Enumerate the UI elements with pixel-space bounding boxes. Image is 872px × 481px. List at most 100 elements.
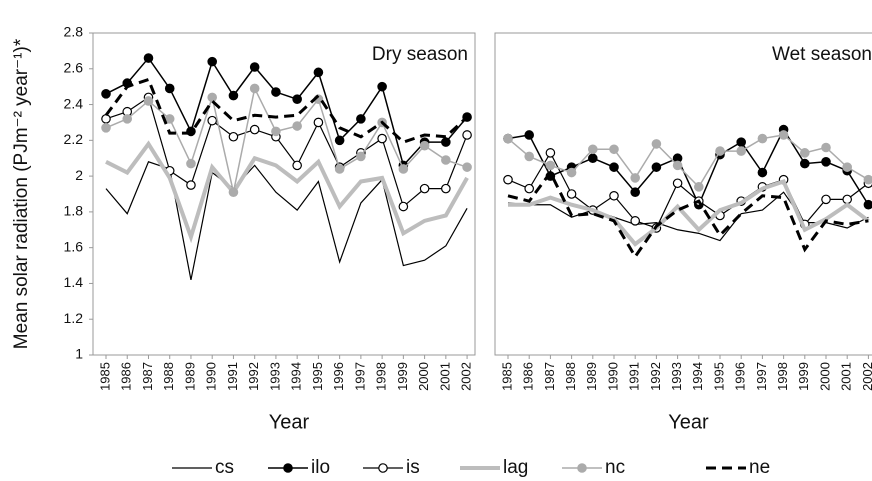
series-line xyxy=(507,169,869,260)
series-line xyxy=(105,96,468,208)
legend-label: ilo xyxy=(311,457,330,478)
point-marker xyxy=(778,130,789,140)
point-marker xyxy=(821,194,831,205)
panel-title: Dry season xyxy=(372,44,468,65)
point-marker xyxy=(398,164,409,174)
x-tick-label: 1990 xyxy=(605,362,620,391)
point-marker xyxy=(101,114,111,124)
point-marker xyxy=(228,131,239,142)
point-marker xyxy=(101,123,111,133)
point-marker xyxy=(757,167,768,178)
point-marker xyxy=(164,83,175,94)
point-marker xyxy=(757,133,768,144)
point-marker xyxy=(630,216,640,226)
series-line xyxy=(507,151,869,229)
point-marker xyxy=(524,130,534,140)
x-tick-label: 1998 xyxy=(775,362,790,391)
y-tick-label: 1 xyxy=(75,346,83,362)
point-marker xyxy=(207,115,217,126)
series-line xyxy=(508,178,870,247)
point-marker xyxy=(228,90,239,101)
x-axis-label: Year xyxy=(269,411,310,433)
point-marker xyxy=(672,160,683,171)
legend-marker xyxy=(577,463,587,473)
plot-frame xyxy=(92,32,476,356)
point-marker xyxy=(271,126,281,137)
point-marker xyxy=(377,133,387,144)
series-line xyxy=(507,134,869,189)
x-tick-label: 1996 xyxy=(733,362,748,391)
point-marker xyxy=(715,146,725,156)
point-marker xyxy=(693,182,704,192)
x-tick-label: 2001 xyxy=(839,362,854,391)
x-axis-label: Year xyxy=(668,411,709,433)
point-marker xyxy=(334,135,345,146)
x-tick-label: 1990 xyxy=(204,362,219,391)
legend-label: cs xyxy=(215,457,234,478)
point-marker xyxy=(799,148,810,158)
x-tick-label: 2000 xyxy=(817,362,832,391)
point-marker xyxy=(334,164,345,174)
point-marker xyxy=(271,87,281,97)
x-tick-label: 1993 xyxy=(267,362,282,391)
point-marker xyxy=(651,162,662,172)
y-tick-label: 2.6 xyxy=(64,59,84,75)
point-marker xyxy=(186,180,196,190)
point-marker xyxy=(462,162,472,172)
x-tick-label: 1985 xyxy=(499,362,514,391)
x-tick-label: 2002 xyxy=(459,362,474,391)
x-tick-label: 1989 xyxy=(584,362,599,391)
point-marker xyxy=(313,67,324,78)
point-marker xyxy=(863,199,872,210)
legend-marker xyxy=(283,463,293,473)
point-marker xyxy=(207,56,217,67)
x-tick-label: 1994 xyxy=(289,362,304,391)
point-marker xyxy=(821,157,831,167)
point-marker xyxy=(736,137,746,147)
point-marker xyxy=(799,158,810,169)
point-marker xyxy=(101,89,111,99)
y-tick-label: 1.6 xyxy=(64,238,84,254)
x-tick-label: 1996 xyxy=(331,362,346,391)
x-tick-label: 1997 xyxy=(352,362,367,391)
point-marker xyxy=(651,139,662,149)
point-marker xyxy=(503,174,513,185)
point-marker xyxy=(736,146,746,156)
point-marker xyxy=(207,92,217,103)
point-marker xyxy=(503,133,513,144)
point-marker xyxy=(356,114,366,124)
x-tick-label: 1995 xyxy=(310,362,325,391)
point-marker xyxy=(587,153,598,164)
plot-frame xyxy=(494,32,872,356)
legend-label: is xyxy=(406,457,420,478)
series-line xyxy=(105,56,468,167)
point-marker xyxy=(863,174,872,185)
y-tick-label: 1.4 xyxy=(64,274,84,290)
x-tick-label: 1997 xyxy=(754,362,769,391)
x-tick-label: 1989 xyxy=(182,362,197,391)
x-tick-label: 1986 xyxy=(119,362,134,391)
x-tick-label: 1985 xyxy=(97,362,112,391)
x-tick-label: 1988 xyxy=(161,362,176,391)
y-tick-label: 2.2 xyxy=(64,131,84,147)
y-tick-label: 1.2 xyxy=(64,310,84,326)
point-marker xyxy=(441,183,451,194)
x-tick-label: 2001 xyxy=(437,362,452,391)
series-line xyxy=(105,161,468,280)
legend-label: lag xyxy=(503,457,528,478)
x-tick-label: 1988 xyxy=(563,362,578,391)
point-marker xyxy=(821,142,831,153)
point-marker xyxy=(186,158,196,169)
point-marker xyxy=(292,160,302,171)
x-tick-label: 1994 xyxy=(690,362,705,391)
x-tick-label: 1999 xyxy=(395,362,410,391)
x-tick-label: 1992 xyxy=(648,362,663,391)
point-marker xyxy=(566,167,577,178)
point-marker xyxy=(441,155,451,165)
point-marker xyxy=(419,140,430,151)
x-tick-label: 1987 xyxy=(140,362,155,391)
point-marker xyxy=(377,81,387,92)
point-marker xyxy=(524,183,534,194)
legend-label: nc xyxy=(605,457,625,478)
y-tick-label: 2 xyxy=(75,167,83,183)
